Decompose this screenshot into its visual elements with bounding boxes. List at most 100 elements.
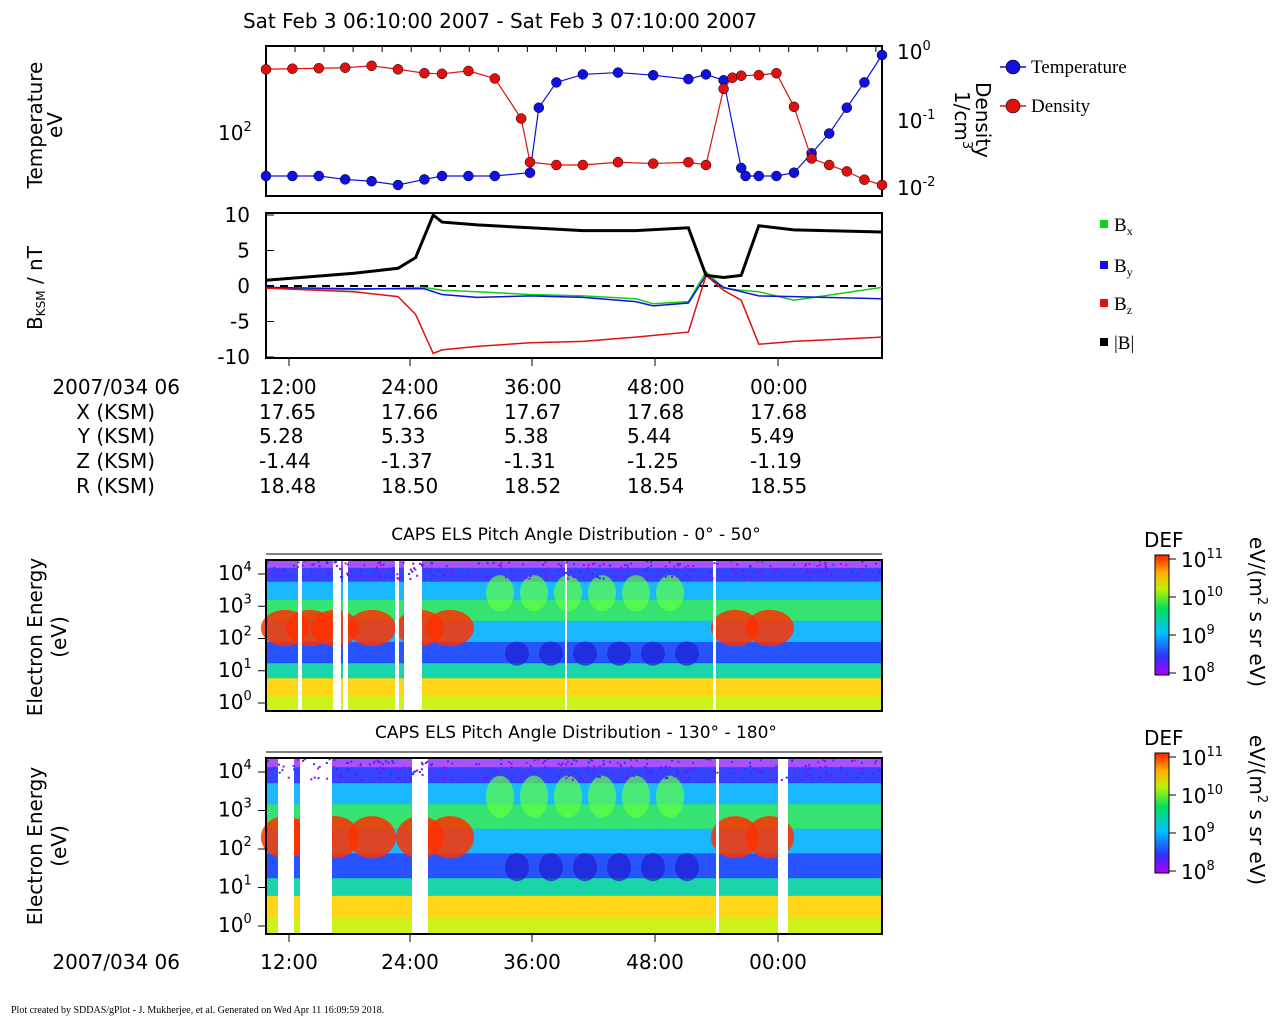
spectrogram-speckle <box>384 760 387 763</box>
spectrogram-speckle <box>664 765 667 768</box>
legend-b-swatch <box>1100 338 1108 346</box>
spectrogram-speckle <box>544 760 547 762</box>
spectrogram-speckle <box>447 575 449 578</box>
spectrogram-speckle <box>571 575 574 578</box>
spectrogram-oval <box>675 853 699 882</box>
spectrogram-speckle <box>769 564 772 567</box>
spectrogram-speckle <box>650 772 653 775</box>
spectrogram-speckle <box>808 767 811 770</box>
ephemeris-row-label: Y (KSM) <box>77 424 155 448</box>
spectrogram-speckle <box>409 767 412 770</box>
spectrogram-gap <box>778 758 788 934</box>
spectrogram-speckle <box>676 770 679 773</box>
spectrogram-speckle <box>354 773 357 776</box>
series-temperature-point <box>700 69 712 80</box>
spectrogram-speckle <box>824 563 827 566</box>
spectrogram-speckle <box>593 562 596 565</box>
spectrogram-speckle <box>281 570 284 573</box>
series-temperature-point <box>339 174 351 185</box>
spectrogram-speckle <box>612 771 615 774</box>
spectrogram-speckle <box>359 569 362 572</box>
legend-bx-label: Bx <box>1114 215 1133 238</box>
series-density-point <box>718 83 729 95</box>
ephemeris-cell: 5.33 <box>381 424 426 448</box>
colorbar-tick-label: 109 <box>1181 821 1215 846</box>
spectrogram-speckle <box>557 569 560 572</box>
spectrogram-speckle <box>486 562 489 565</box>
panel2-ylabel: BKSM / nT <box>23 245 48 330</box>
bottom-time-axis: 2007/034 06 12:00 24:00 36:00 48:00 00:00 <box>52 934 807 974</box>
series-density-point <box>392 64 404 75</box>
spectrogram-speckle <box>565 571 568 574</box>
spectrogram-speckle <box>485 576 488 579</box>
spectrogram-speckle <box>860 568 863 571</box>
spectrogram-speckle <box>851 571 853 574</box>
spectrogram-oval <box>520 575 548 612</box>
spectrogram-speckle <box>438 571 441 574</box>
spectrogram-speckle <box>602 577 605 580</box>
spectrogram-speckle <box>716 771 719 774</box>
spectrogram-speckle <box>296 758 299 761</box>
series-temperature-point <box>683 73 694 85</box>
spectrogram-speckle <box>635 571 638 574</box>
spectrogram-speckle <box>395 768 398 770</box>
spectrogram-speckle <box>467 573 470 576</box>
spectrogram-speckle <box>689 569 692 572</box>
spectrogram-speckle <box>269 571 272 574</box>
spectrogram-speckle <box>819 766 822 769</box>
series-temperature-point <box>524 167 536 178</box>
spectrogram-speckle <box>666 776 669 779</box>
spectrogram-speckle <box>878 770 881 772</box>
spectrogram-speckle <box>619 575 622 578</box>
spectrogram-speckle <box>716 562 719 565</box>
spectrogram-speckle <box>609 564 612 567</box>
spectrogram-speckle <box>360 573 363 576</box>
spectrogram-oval <box>539 853 563 882</box>
spectrogram-speckle <box>602 563 605 566</box>
panel1-ytick-right-1: 10-1 <box>897 108 935 133</box>
spectrogram-speckle <box>328 758 331 761</box>
spectrogram-speckle <box>756 569 759 572</box>
spectrogram-speckle <box>785 570 788 573</box>
ephemeris-cell: 5.49 <box>750 424 795 448</box>
spectrogram-speckle <box>505 576 507 579</box>
series-temperature-point <box>740 170 751 182</box>
spectrogram-speckle <box>492 771 495 774</box>
legend-by-swatch <box>1100 261 1108 269</box>
spectrogram-speckle <box>834 574 836 577</box>
spectrogram-speckle <box>301 564 304 567</box>
spectrogram-speckle <box>335 768 338 771</box>
series-density-point <box>612 156 624 168</box>
spectrogram-speckle <box>874 762 877 765</box>
series-density-line <box>265 65 883 186</box>
spectrogram-oval <box>554 575 582 612</box>
spectrogram-speckle <box>627 566 629 569</box>
spectrogram-speckle <box>635 759 638 762</box>
ephemeris-cell: 18.55 <box>750 474 807 498</box>
spectrogram-speckle <box>381 569 384 572</box>
spectrogram-speckle <box>761 771 764 773</box>
colorbar-title: DEF <box>1144 528 1184 552</box>
spectrogram-speckle <box>396 777 399 780</box>
spectrogram-speckle <box>379 761 382 764</box>
spectrogram-speckle <box>412 773 415 776</box>
spectrogram-speckle <box>565 561 568 564</box>
spectrogram-speckle <box>346 762 349 764</box>
spectrogram-speckle <box>832 563 835 566</box>
spectrogram-speckle <box>824 765 827 768</box>
series-density-point <box>577 159 589 171</box>
bottom-axis-tick-label: 36:00 <box>503 950 561 974</box>
series-density-point <box>551 159 562 171</box>
spectrogram-ytick-label: 102 <box>218 625 252 650</box>
spectrogram-speckle <box>377 572 380 575</box>
spectrogram-speckle <box>626 564 629 567</box>
spectrogram-speckle <box>542 761 545 764</box>
spectrogram-speckle <box>806 568 809 571</box>
spectrogram-speckle <box>810 774 813 777</box>
spectrogram-oval <box>622 575 650 612</box>
colorbar-gradient <box>1154 554 1170 676</box>
spectrogram-speckle <box>756 769 759 772</box>
spectrogram-speckle <box>673 565 676 568</box>
spectrogram-speckle <box>477 763 480 766</box>
spectrogram-speckle <box>544 765 547 768</box>
